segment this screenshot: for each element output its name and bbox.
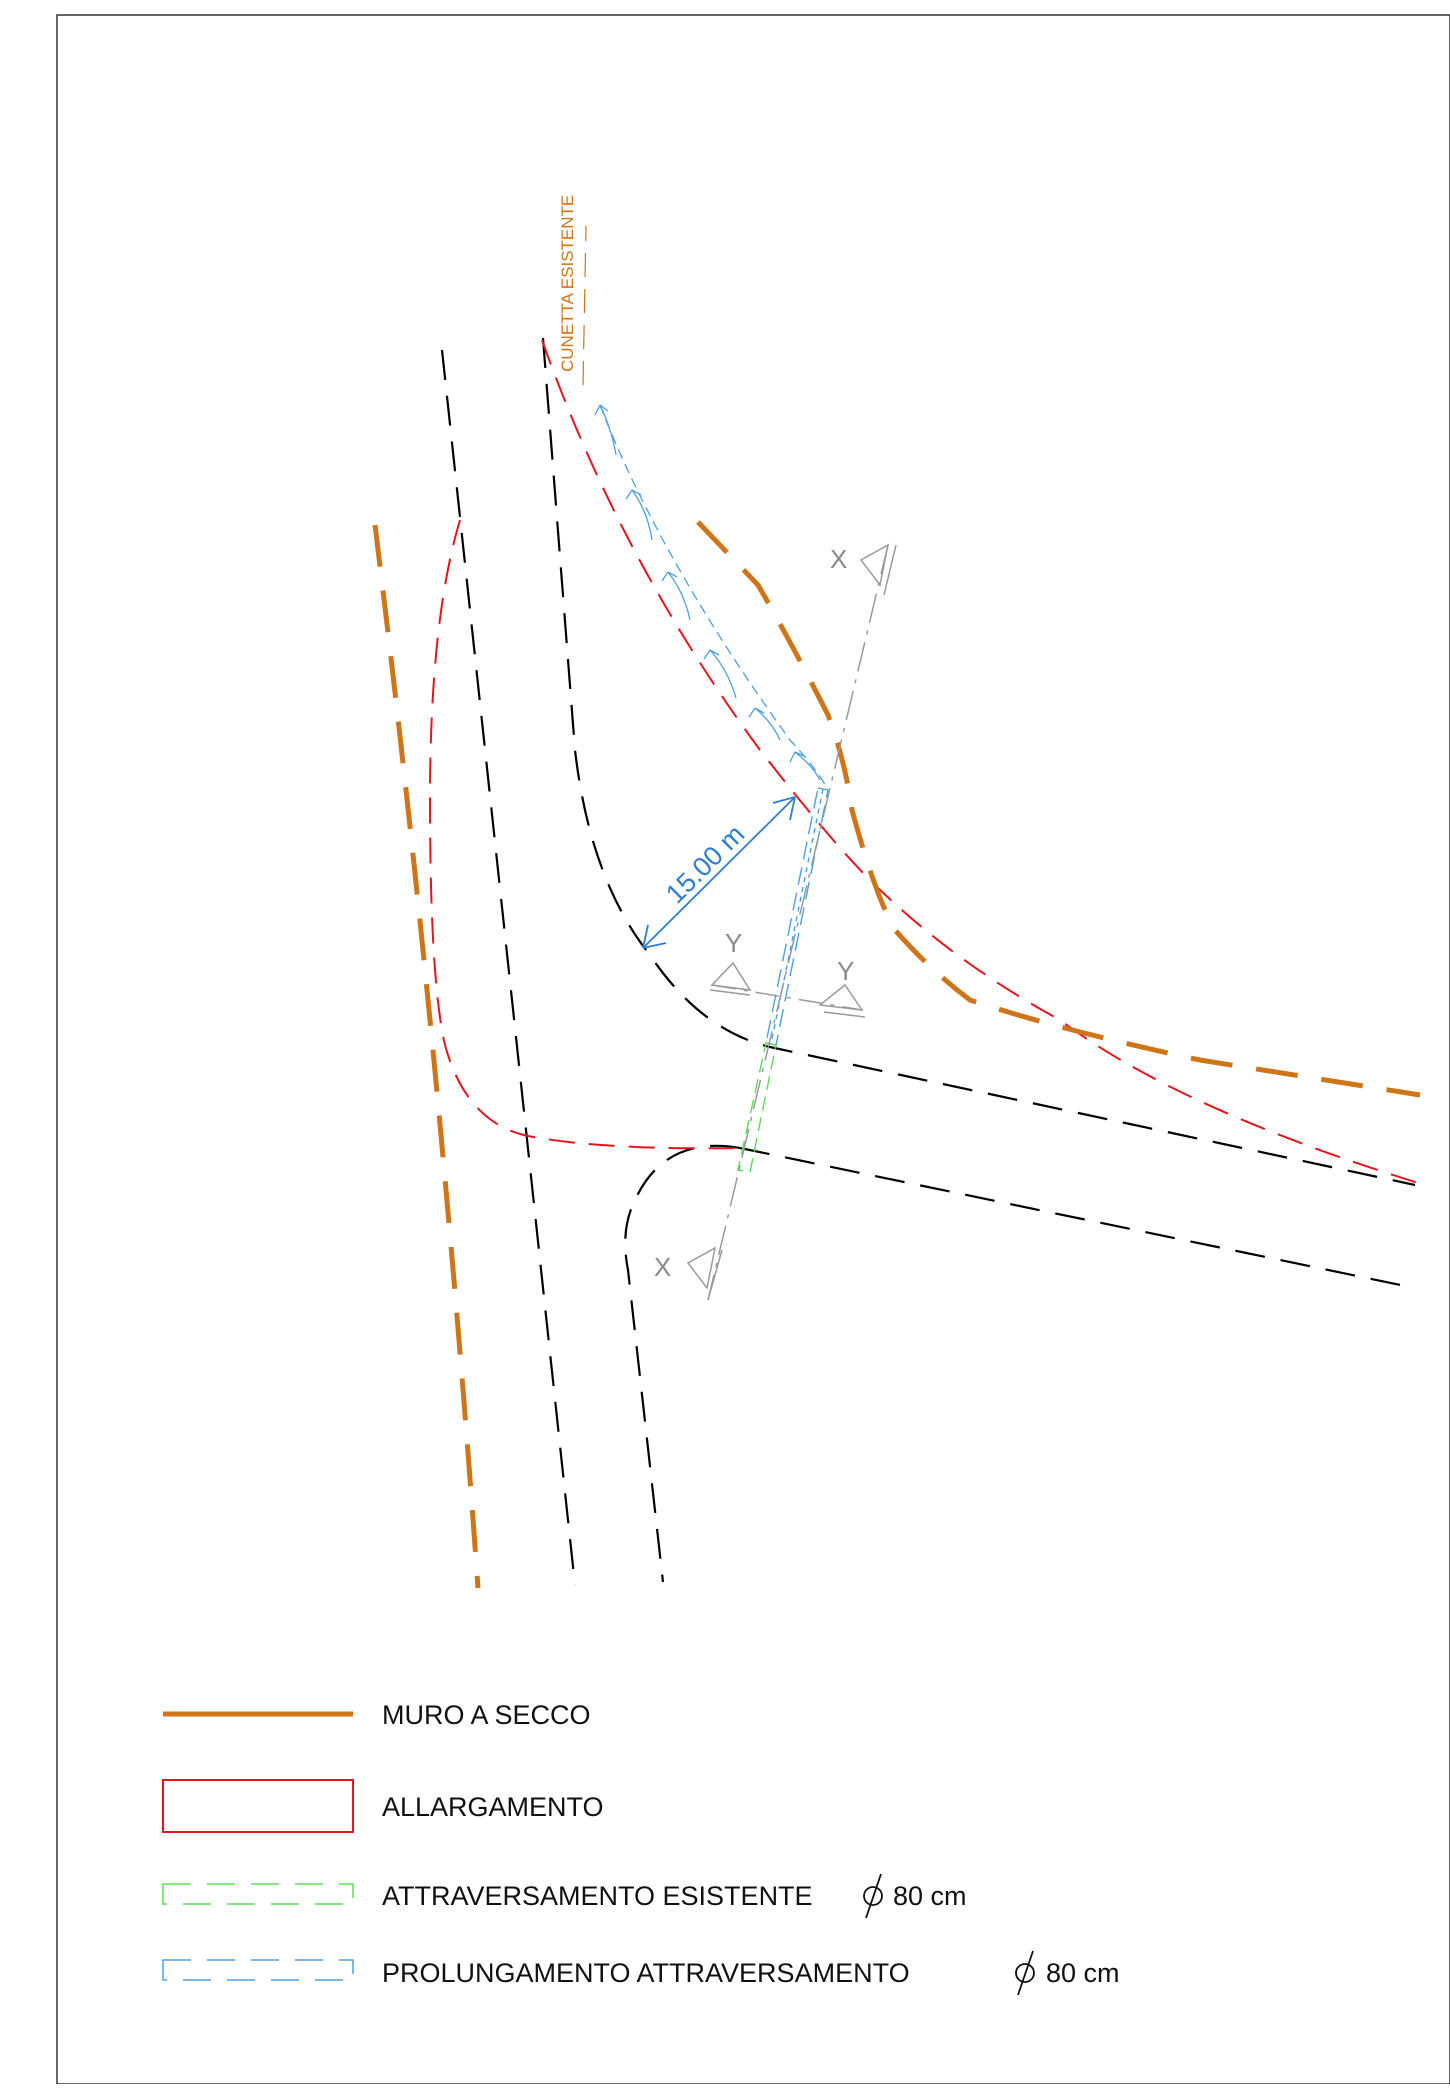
cunetta-line: [582, 225, 587, 386]
legend-size-esistente: 80 cm: [893, 1881, 967, 1911]
section-x: X X: [654, 543, 897, 1301]
legend-swatch-allargamento: [162, 1779, 354, 1833]
cunetta-label: CUNETTA ESISTENTE: [558, 195, 577, 372]
muro-east: [696, 520, 1421, 1098]
flow-arrow: [789, 751, 821, 781]
diameter-icon: [1015, 1950, 1035, 1996]
road-edge-east-lower: [624, 1144, 741, 1583]
legend-item-muro: MURO A SECCO: [163, 1700, 591, 1730]
road-edge-west: [440, 349, 577, 1586]
section-x-top-label: X: [830, 544, 847, 574]
section-y-right-marker: [818, 983, 866, 1018]
legend-swatch-prolungamento: [162, 1959, 354, 1981]
esistente-outline: [737, 1042, 777, 1173]
legend-item-esistente: ATTRAVERSAMENTO ESISTENTE 80 cm: [162, 1873, 967, 1919]
allargamento-lines: [428, 339, 1426, 1186]
road-edges: [440, 337, 1416, 1586]
section-y: Y Y: [709, 928, 866, 1018]
prolungamento-pipe: [765, 787, 829, 1046]
legend: MURO A SECCO ALLARGAMENTO ATTRAVERSAMENT…: [162, 1700, 1120, 1996]
allargamento-west: [428, 519, 741, 1150]
sheet-frame: [56, 14, 1450, 2085]
legend-item-prolungamento: PROLUNGAMENTO ATTRAVERSAMENTO 80 cm: [162, 1950, 1120, 1996]
section-y-left-marker: [709, 961, 752, 996]
cunetta-esistente: CUNETTA ESISTENTE: [558, 195, 587, 386]
flow-arrow: [703, 649, 737, 699]
flow-arrow: [625, 489, 653, 541]
flow-arrow: [661, 571, 691, 621]
section-y-left-label: Y: [725, 928, 742, 958]
ditch-flow-arrows: [594, 404, 829, 791]
legend-label-prolungamento: PROLUNGAMENTO ATTRAVERSAMENTO: [382, 1958, 910, 1988]
prolungamento-axis: [770, 788, 824, 1045]
esistente-pipe: [737, 1042, 777, 1173]
section-x-bottom-marker: [686, 1246, 723, 1301]
legend-label-esistente: ATTRAVERSAMENTO ESISTENTE: [382, 1881, 813, 1911]
flow-arrow: [748, 707, 781, 741]
dimension-line: [642, 796, 796, 949]
section-x-top-marker: [859, 543, 897, 596]
section-x-line: [707, 544, 889, 1301]
section-y-line: [711, 984, 863, 1011]
legend-size-prolungamento: 80 cm: [1046, 1958, 1120, 1988]
allargamento-east: [541, 339, 1426, 1186]
legend-swatch-esistente: [162, 1883, 354, 1905]
section-y-right-label: Y: [837, 956, 854, 986]
dimension-arrow-end: [772, 796, 796, 821]
legend-item-allargamento: ALLARGAMENTO: [162, 1779, 604, 1833]
road-edge-east-upper: [541, 337, 1416, 1187]
section-x-bottom-label: X: [654, 1252, 671, 1282]
legend-label-muro: MURO A SECCO: [382, 1700, 591, 1730]
flow-path: [599, 404, 829, 791]
dimension-15m: 15.00 m: [642, 796, 796, 949]
dimension-label: 15.00 m: [660, 819, 750, 909]
legend-label-allargamento: ALLARGAMENTO: [382, 1792, 604, 1822]
muro-a-secco-lines: [372, 520, 1421, 1589]
flow-arrow: [594, 404, 617, 456]
diameter-icon: [863, 1873, 883, 1919]
road-edge-side-south: [739, 1146, 1416, 1290]
dimension-arrow-start: [642, 924, 667, 949]
muro-west: [372, 524, 481, 1589]
